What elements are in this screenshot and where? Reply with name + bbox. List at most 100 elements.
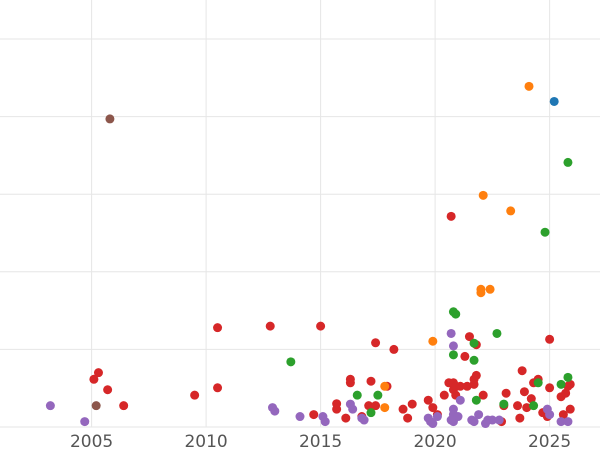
data-point-s0-26 [428, 403, 438, 413]
data-point-s2-1 [352, 390, 362, 400]
data-point-s2-3 [373, 390, 383, 400]
data-point-s0-6 [213, 323, 223, 333]
data-point-s2-14 [540, 227, 550, 237]
data-point-s0-61 [565, 404, 575, 414]
x-tick-label-1: 2010 [184, 432, 227, 450]
data-point-s0-9 [309, 410, 319, 420]
x-tick-label-2: 2015 [299, 432, 342, 450]
data-point-s1-13 [428, 419, 438, 429]
data-point-s0-59 [561, 388, 571, 398]
data-point-s5-1 [91, 401, 101, 411]
data-point-s0-51 [522, 403, 532, 413]
data-point-s1-21 [455, 395, 465, 405]
data-point-s0-62 [565, 379, 575, 389]
data-point-s0-46 [501, 388, 511, 398]
data-point-s0-4 [190, 390, 200, 400]
x-tick-label-4: 2025 [528, 432, 571, 450]
data-point-s2-5 [451, 309, 461, 319]
data-point-s3-5 [485, 284, 495, 294]
data-point-s0-28 [439, 390, 449, 400]
data-point-s1-0 [45, 401, 55, 411]
data-point-s2-13 [533, 378, 543, 388]
data-point-s0-0 [89, 374, 99, 384]
data-point-s0-2 [103, 385, 113, 395]
data-point-s0-57 [545, 383, 555, 393]
data-point-s2-11 [499, 399, 509, 409]
data-point-s3-1 [380, 403, 390, 413]
data-point-s0-35 [455, 381, 465, 391]
data-point-s0-12 [341, 413, 351, 423]
data-point-s1-4 [295, 412, 305, 422]
data-point-s0-24 [407, 399, 417, 409]
data-point-s0-22 [398, 404, 408, 414]
data-point-s0-11 [332, 399, 342, 409]
data-point-s5-0 [105, 114, 115, 124]
data-point-s0-48 [515, 413, 525, 423]
data-point-s0-56 [545, 334, 555, 344]
data-point-s2-17 [563, 157, 573, 167]
data-point-s1-1 [80, 417, 90, 427]
y-gridlines [0, 38, 600, 428]
data-point-s1-15 [446, 328, 456, 338]
x-tick-label-0: 2005 [70, 432, 113, 450]
data-point-s0-3 [119, 401, 129, 411]
data-point-s0-47 [513, 401, 523, 411]
data-point-s2-6 [448, 350, 458, 360]
data-point-s1-30 [545, 410, 555, 420]
data-point-s1-10 [359, 415, 369, 425]
x-tick-label-3: 2020 [413, 432, 456, 450]
data-point-s3-4 [476, 284, 486, 294]
data-point-s3-2 [428, 336, 438, 346]
data-point-s0-49 [517, 366, 527, 376]
data-point-s3-7 [506, 206, 516, 216]
data-point-s0-17 [366, 376, 376, 386]
data-point-s0-38 [464, 332, 474, 342]
data-point-s1-3 [270, 406, 280, 416]
x-gridlines [91, 0, 551, 427]
data-point-s1-31 [556, 417, 566, 427]
data-point-s0-21 [389, 344, 399, 354]
data-point-s1-24 [474, 410, 484, 420]
data-point-s2-0 [286, 357, 296, 367]
data-point-s2-16 [563, 372, 573, 382]
data-point-s0-52 [526, 394, 536, 404]
data-point-s0-23 [403, 413, 413, 423]
data-point-s0-18 [371, 401, 381, 411]
data-point-s1-8 [348, 404, 358, 414]
data-point-s1-14 [432, 412, 442, 422]
data-point-s1-6 [320, 417, 330, 427]
data-points [45, 81, 575, 429]
data-point-s1-23 [469, 417, 479, 427]
data-point-s2-12 [529, 401, 539, 411]
data-point-s3-6 [478, 190, 488, 200]
data-point-s2-9 [471, 395, 481, 405]
data-point-s0-19 [371, 338, 381, 348]
data-point-s2-7 [469, 338, 479, 348]
data-point-s0-7 [265, 321, 275, 331]
data-point-s0-63 [558, 410, 568, 420]
data-point-s1-27 [487, 415, 497, 425]
data-point-s0-43 [478, 390, 488, 400]
data-point-s0-25 [423, 395, 433, 405]
data-point-s0-5 [213, 383, 223, 393]
data-point-s2-15 [556, 379, 566, 389]
data-point-s1-20 [453, 412, 463, 422]
data-point-s2-2 [366, 408, 376, 418]
data-point-s0-30 [446, 211, 456, 221]
data-point-s0-16 [364, 401, 374, 411]
data-point-s1-32 [563, 417, 573, 427]
data-point-s3-0 [380, 381, 390, 391]
data-point-s2-10 [492, 328, 502, 338]
x-axis-tick-labels: 2005 2010 2015 2020 2025 [70, 432, 571, 450]
data-point-s0-37 [462, 381, 472, 391]
data-point-s3-8 [524, 81, 534, 91]
data-point-s0-8 [316, 321, 326, 331]
data-point-s0-1 [93, 368, 103, 378]
data-point-s0-36 [460, 351, 470, 361]
data-point-s0-14 [345, 374, 355, 384]
data-point-s0-50 [519, 387, 529, 397]
data-point-s1-16 [448, 341, 458, 351]
data-point-s1-33 [446, 415, 456, 425]
data-point-s1-28 [494, 415, 504, 425]
